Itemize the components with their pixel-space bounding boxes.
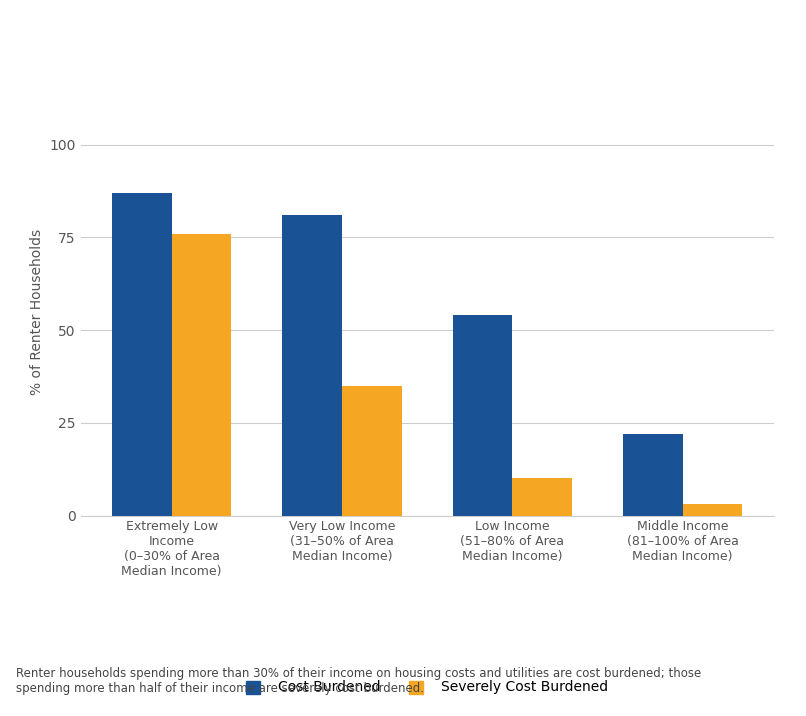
- Bar: [282, 215, 342, 516]
- Bar: [623, 434, 683, 516]
- Text: Housing Cost Burden by Income Group: Housing Cost Burden by Income Group: [20, 33, 476, 53]
- Bar: [683, 504, 742, 516]
- Text: Renter households spending more than 30% of their income on housing costs and ut: Renter households spending more than 30%…: [16, 667, 701, 695]
- Legend: Cost Burdened, Severely Cost Burdened: Cost Burdened, Severely Cost Burdened: [247, 677, 608, 695]
- Bar: [112, 193, 172, 516]
- Bar: [513, 478, 572, 516]
- Bar: [342, 386, 401, 516]
- Bar: [172, 233, 231, 516]
- Bar: [453, 315, 513, 516]
- Y-axis label: % of Renter Households: % of Renter Households: [30, 228, 44, 395]
